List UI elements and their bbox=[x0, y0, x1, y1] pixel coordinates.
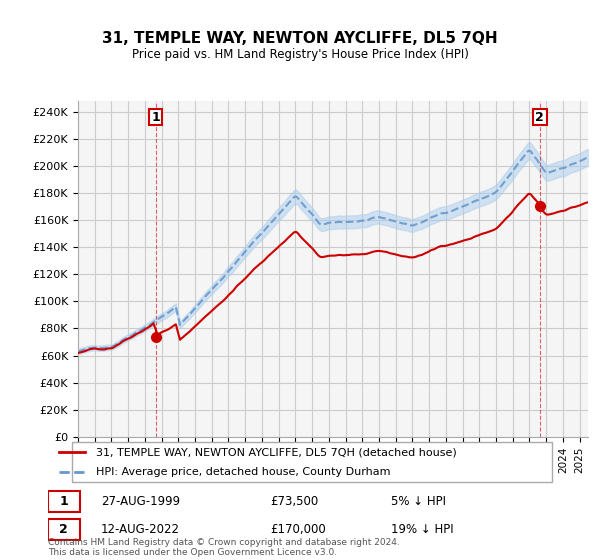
FancyBboxPatch shape bbox=[149, 109, 163, 125]
FancyBboxPatch shape bbox=[48, 491, 80, 512]
Text: 31, TEMPLE WAY, NEWTON AYCLIFFE, DL5 7QH (detached house): 31, TEMPLE WAY, NEWTON AYCLIFFE, DL5 7QH… bbox=[95, 447, 456, 457]
FancyBboxPatch shape bbox=[533, 109, 547, 125]
Text: 31, TEMPLE WAY, NEWTON AYCLIFFE, DL5 7QH: 31, TEMPLE WAY, NEWTON AYCLIFFE, DL5 7QH bbox=[102, 31, 498, 46]
Text: 5% ↓ HPI: 5% ↓ HPI bbox=[391, 495, 446, 508]
Text: 27-AUG-1999: 27-AUG-1999 bbox=[101, 495, 180, 508]
Text: 1: 1 bbox=[59, 495, 68, 508]
Text: HPI: Average price, detached house, County Durham: HPI: Average price, detached house, Coun… bbox=[95, 467, 390, 477]
Text: 2: 2 bbox=[535, 110, 544, 124]
Text: £73,500: £73,500 bbox=[270, 495, 318, 508]
Text: £170,000: £170,000 bbox=[270, 523, 326, 536]
Text: Price paid vs. HM Land Registry's House Price Index (HPI): Price paid vs. HM Land Registry's House … bbox=[131, 48, 469, 60]
FancyBboxPatch shape bbox=[72, 442, 552, 482]
Text: 12-AUG-2022: 12-AUG-2022 bbox=[101, 523, 180, 536]
Text: 2: 2 bbox=[59, 523, 68, 536]
Text: Contains HM Land Registry data © Crown copyright and database right 2024.
This d: Contains HM Land Registry data © Crown c… bbox=[48, 538, 400, 557]
Text: 19% ↓ HPI: 19% ↓ HPI bbox=[391, 523, 454, 536]
FancyBboxPatch shape bbox=[48, 519, 80, 540]
Text: 1: 1 bbox=[151, 110, 160, 124]
